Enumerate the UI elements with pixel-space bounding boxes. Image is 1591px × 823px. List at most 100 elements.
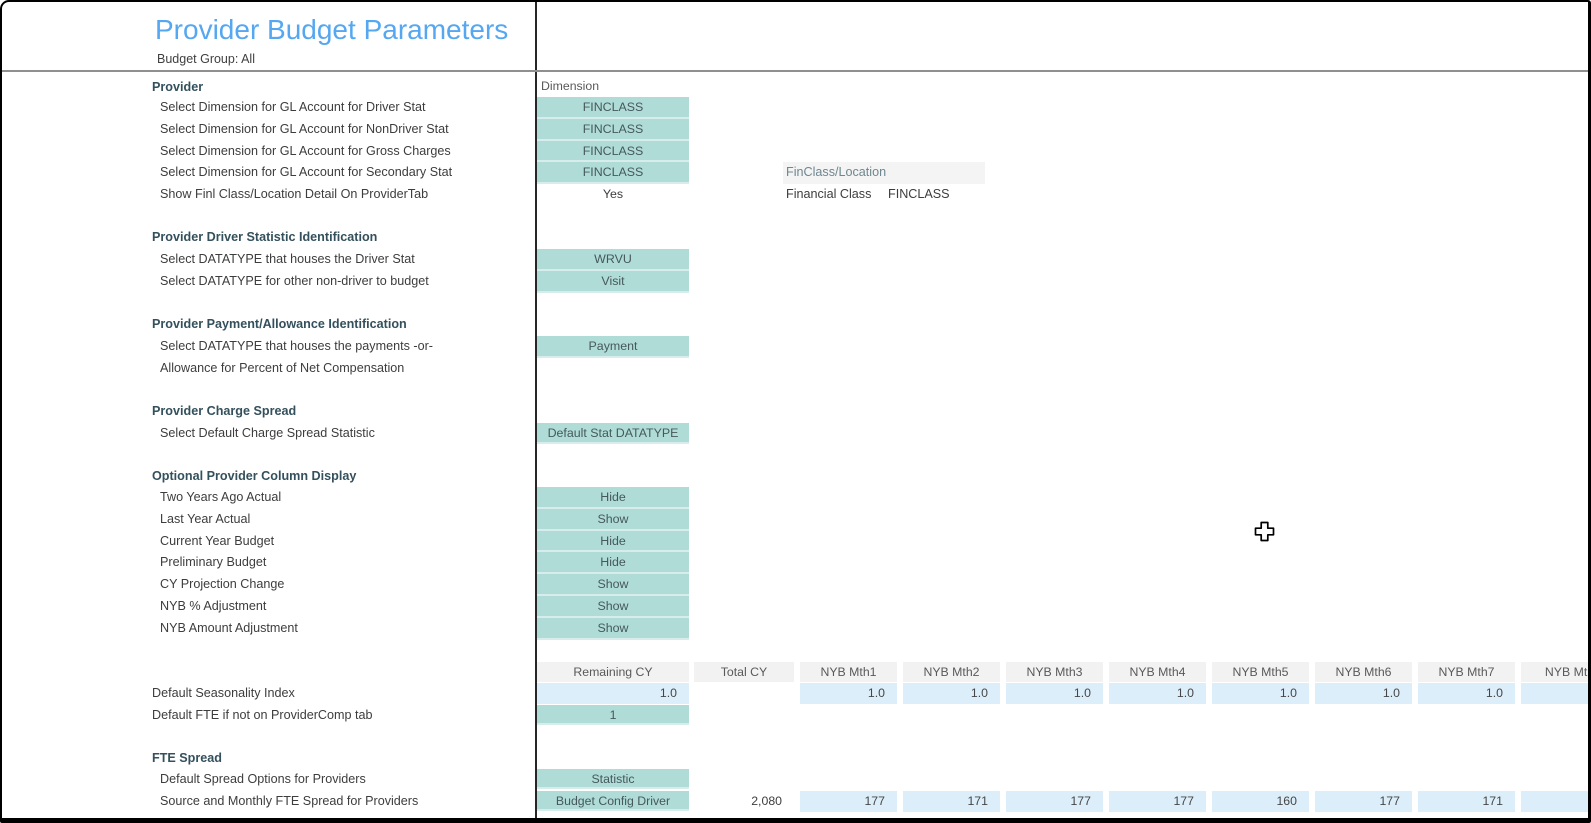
column-header-nyb-mth7: NYB Mth7 [1418,662,1515,682]
param-label: Select Default Charge Spread Statistic [160,425,375,440]
param-label: Two Years Ago Actual [160,490,282,504]
dimension-column-label: Dimension [541,79,600,93]
param-row: Source and Monthly FTE Spread for Provid… [2,791,1588,813]
default-fte-row: Default FTE if not on ProviderComp tab [2,705,1588,727]
param-row: NYB Amount Adjustment Show [2,617,1588,640]
param-label: Default Spread Options for Providers [160,772,366,786]
seasonality-mth2-cell[interactable]: 1.0 [903,683,1000,704]
section-title-charge-spread: Provider Charge Spread [152,404,297,418]
seasonality-mth4-cell[interactable]: 1.0 [1109,683,1206,704]
fte-source-mth4-cell[interactable]: 177 [1109,791,1206,812]
param-label: Preliminary Budget [160,555,267,570]
param-row: Select Dimension for GL Account for Driv… [2,97,1588,119]
finclass-annotation-row: Financial Class FINCLASS [2,184,1588,206]
param-row: Select DATATYPE that houses the Driver S… [2,249,1588,271]
section-title-provider: Provider [152,80,204,94]
seasonality-mth8-cell[interactable] [1521,683,1588,704]
param-value-cell[interactable]: FINCLASS [537,162,689,185]
fte-source-mth2-cell[interactable]: 171 [903,791,1000,812]
param-label: Select DATATYPE that houses the Driver S… [160,252,415,266]
budget-group-label: Budget Group: All [157,52,255,66]
param-value-cell[interactable]: Hide [537,552,689,575]
param-label: Select Dimension for GL Account for NonD… [160,121,449,136]
param-label: Select Dimension for GL Account for Seco… [160,165,453,180]
param-row: NYB % Adjustment Show [2,596,1588,618]
section-title-driver-stat: Provider Driver Statistic Identification [152,230,378,244]
spread-options-value-cell[interactable]: Statistic [537,769,689,789]
financial-class-value: FINCLASS [888,187,950,202]
param-value-cell[interactable]: Show [537,508,689,531]
seasonality-mth1-cell[interactable]: 1.0 [800,683,897,704]
param-label: NYB Amount Adjustment [160,620,298,635]
param-row: Select Dimension for GL Account for Gros… [2,140,1588,163]
seasonality-row: Default Seasonality Index [2,683,1588,705]
default-fte-value-cell[interactable]: 1 [537,705,689,725]
seasonality-mth3-cell[interactable]: 1.0 [1006,683,1103,704]
param-value-cell[interactable]: Show [537,596,689,618]
seasonality-mth5-cell[interactable]: 1.0 [1212,683,1309,704]
fte-source-mth8-cell[interactable] [1521,791,1588,812]
page-title: Provider Budget Parameters [155,14,509,45]
financial-class-label: Financial Class [786,187,872,202]
param-row: Select Default Charge Spread Statistic D… [2,422,1588,445]
section-title-fte-spread: FTE Spread [152,751,222,765]
fte-source-mth5-cell[interactable]: 160 [1212,791,1309,812]
column-header-nyb-mth6: NYB Mth6 [1315,662,1412,682]
column-header-nyb-mth1: NYB Mth1 [800,662,897,682]
param-value-cell[interactable]: FINCLASS [537,140,689,163]
column-header-nyb-mth5: NYB Mth5 [1212,662,1309,682]
seasonality-remaining-cy-cell[interactable]: 1.0 [537,683,689,704]
param-value-cell[interactable]: Yes [602,187,624,202]
param-label: Last Year Actual [160,511,251,526]
param-row: Two Years Ago Actual Hide [2,487,1588,509]
param-value-cell[interactable]: FINCLASS [537,97,689,119]
param-label: Show Finl Class/Location Detail On Provi… [160,187,429,202]
cell-cursor-icon [1254,521,1275,542]
param-row: Current Year Budget Hide [2,530,1588,553]
param-label: Select Dimension for GL Account for Driv… [160,100,426,114]
seasonality-mth6-cell[interactable]: 1.0 [1315,683,1412,704]
param-value-cell[interactable]: Hide [537,487,689,509]
fte-source-total-cy-cell[interactable]: 2,080 [751,794,782,808]
param-label: CY Projection Change [160,577,285,592]
param-label: NYB % Adjustment [160,599,267,613]
fte-source-mth7-cell[interactable]: 171 [1418,791,1515,812]
param-label: Current Year Budget [160,533,275,548]
param-row: Select Dimension for GL Account for Seco… [2,162,1588,185]
param-row: Preliminary Budget Hide [2,552,1588,575]
param-value-cell[interactable]: WRVU [537,249,689,271]
column-header-total-cy: Total CY [694,662,794,682]
param-row: Allowance for Percent of Net Compensatio… [2,358,1588,380]
column-header-remaining-cy: Remaining CY [537,662,689,682]
seasonality-mth7-cell[interactable]: 1.0 [1418,683,1515,704]
param-value-cell[interactable]: Show [537,617,689,640]
fte-source-mth3-cell[interactable]: 177 [1006,791,1103,812]
finclass-location-tag: FinClass/Location [783,162,985,185]
param-row: Select DATATYPE for other non-driver to … [2,270,1588,293]
fte-source-mth1-cell[interactable]: 177 [800,791,897,812]
param-value-cell[interactable]: Payment [537,336,689,358]
param-label: Select DATATYPE that houses the payments… [160,339,433,353]
param-label: Select DATATYPE for other non-driver to … [160,273,429,288]
column-header-nyb-mth3: NYB Mth3 [1006,662,1103,682]
param-value-cell[interactable]: Hide [537,530,689,553]
header-separator-line [2,70,1588,72]
param-row: Select DATATYPE that houses the payments… [2,336,1588,358]
param-value-cell[interactable]: FINCLASS [537,118,689,141]
fte-source-mth6-cell[interactable]: 177 [1315,791,1412,812]
pane-divider [535,2,537,818]
param-row: CY Projection Change Show [2,574,1588,596]
param-value-cell[interactable]: Show [537,574,689,596]
param-label: Source and Monthly FTE Spread for Provid… [160,793,419,808]
param-row: Show Finl Class/Location Detail On Provi… [2,184,1588,206]
param-value-cell[interactable]: Default Stat DATATYPE [537,422,689,445]
param-row: Default Spread Options for Providers [2,769,1588,791]
column-header-nyb-mth4: NYB Mth4 [1109,662,1206,682]
param-label: Select Dimension for GL Account for Gros… [160,143,451,158]
param-value-cell[interactable]: Visit [537,270,689,293]
column-header-nyb-mth2: NYB Mth2 [903,662,1000,682]
param-label: Allowance for Percent of Net Compensatio… [160,360,405,375]
param-row: Select Dimension for GL Account for NonD… [2,118,1588,141]
fte-source-value-cell[interactable]: Budget Config Driver [537,791,689,811]
section-title-optional-columns: Optional Provider Column Display [152,469,357,483]
